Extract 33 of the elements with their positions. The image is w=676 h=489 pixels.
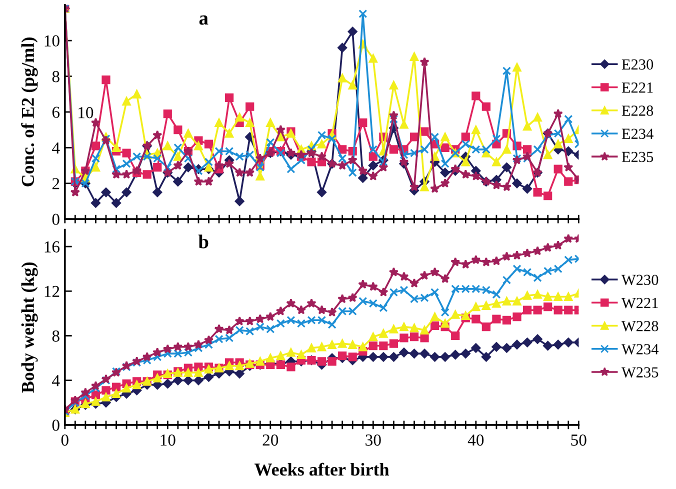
y-tick-label: 4 — [52, 142, 60, 154]
y-axis-title: Conc. of E2 (pg/ml) — [21, 38, 38, 186]
y-axis-title: Body weight (kg) — [21, 262, 38, 393]
y-tick-label: 8 — [52, 70, 60, 82]
y-tick-label: 16 — [44, 241, 60, 252]
y-tick-label: 12 — [44, 286, 60, 297]
y-tick-label: 4 — [52, 375, 60, 386]
legend-label: W221 — [621, 298, 658, 308]
x-tick-label: 50 — [571, 434, 586, 446]
y-tick-label: 2 — [52, 178, 60, 190]
x-tick-label: 20 — [262, 434, 278, 446]
legend-label: W235 — [621, 367, 658, 378]
y-tick-label: 8 — [52, 330, 60, 342]
legend-label: W230 — [621, 274, 658, 286]
x-tick-label: 40 — [468, 434, 484, 446]
legend-label: E221 — [622, 82, 653, 93]
y-tick-label: 10 — [44, 35, 60, 47]
annotation: 10 — [78, 107, 94, 118]
y-tick-label: 0 — [52, 420, 60, 431]
legend-label: W234 — [621, 344, 659, 354]
y-tick-label: 0 — [52, 214, 60, 226]
y-tick-label: 6 — [52, 106, 60, 118]
x-axis-title: Weeks after birth — [254, 462, 390, 476]
legend-label: E228 — [622, 106, 654, 116]
x-tick-label: 10 — [160, 434, 176, 446]
x-tick-label: 0 — [61, 434, 68, 446]
annotation: b — [198, 234, 208, 248]
legend-label: E230 — [622, 59, 654, 70]
legend-label: W228 — [621, 320, 658, 332]
x-tick-label: 30 — [366, 434, 381, 446]
legend-label: E234 — [622, 128, 654, 139]
legend-label: E235 — [622, 152, 654, 162]
annotation: a — [199, 15, 208, 25]
